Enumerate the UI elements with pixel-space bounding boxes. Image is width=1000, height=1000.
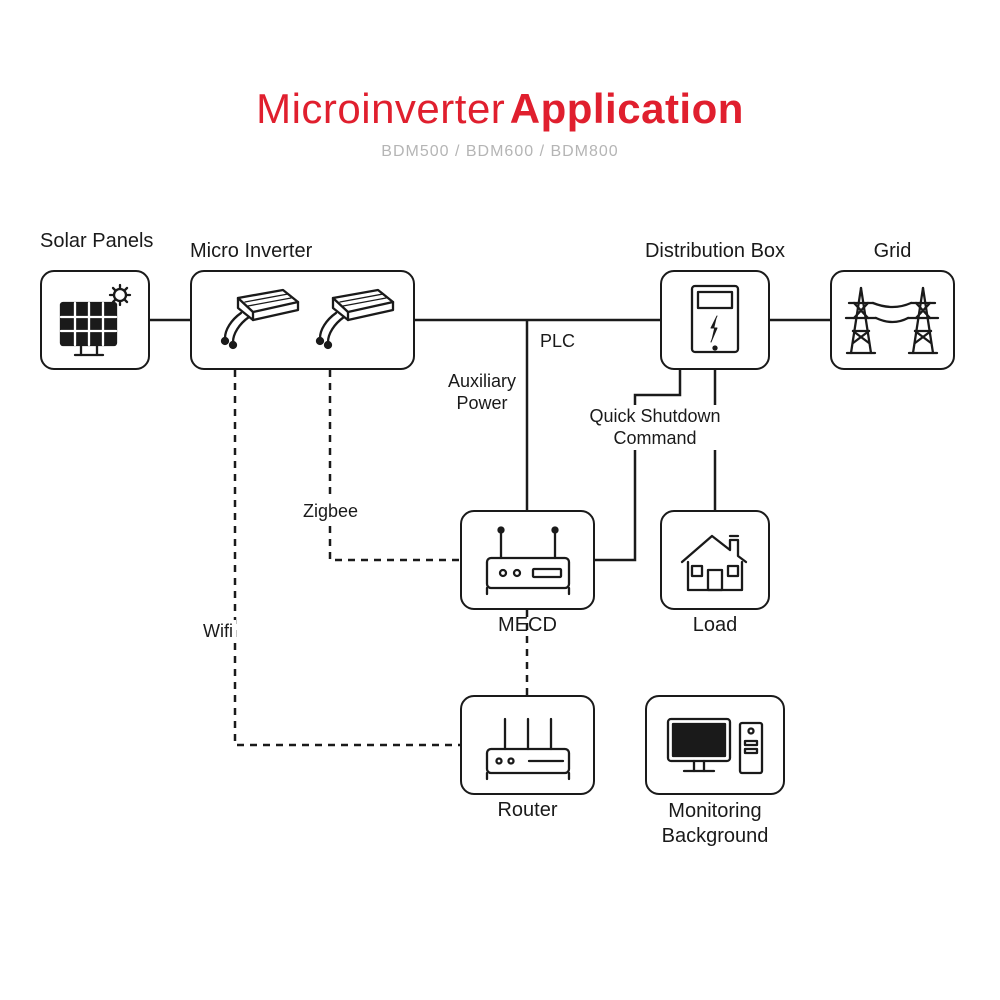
- node-load: [660, 510, 770, 610]
- node-monitoring: [645, 695, 785, 795]
- monitor-pc-icon: [658, 705, 773, 785]
- label-monitoring: MonitoringBackground: [635, 799, 795, 849]
- label-router: Router: [460, 799, 595, 822]
- subtitle: BDM500 / BDM600 / BDM800: [0, 143, 1000, 161]
- edge-label-wifi: Wifi: [200, 620, 236, 643]
- node-mecd: [460, 510, 595, 610]
- label-solar: Solar Panels: [40, 230, 150, 253]
- node-distribution-box: [660, 270, 770, 370]
- microinverter-icon: [203, 280, 403, 360]
- node-grid: [830, 270, 955, 370]
- title-part1: Microinverter: [256, 85, 505, 132]
- label-load: Load: [660, 614, 770, 637]
- grid-tower-icon: [838, 278, 948, 363]
- title-part2: Application: [510, 85, 744, 132]
- label-grid: Grid: [830, 240, 955, 263]
- label-distbox: Distribution Box: [630, 240, 800, 263]
- solar-panel-icon: [53, 283, 138, 358]
- diagram-canvas: Solar Panels Micro Inverter: [40, 230, 960, 950]
- router-icon: [473, 705, 583, 785]
- node-router: [460, 695, 595, 795]
- label-mecd: MECD: [460, 614, 595, 637]
- edge-label-quick: Quick ShutdownCommand: [580, 405, 730, 450]
- edge-label-aux: AuxiliaryPower: [445, 370, 519, 415]
- mecd-device-icon: [473, 520, 583, 600]
- distribution-box-icon: [680, 280, 750, 360]
- label-inverter: Micro Inverter: [190, 240, 312, 263]
- node-solar-panels: [40, 270, 150, 370]
- edge-label-plc: PLC: [537, 330, 578, 353]
- edge-label-zigbee: Zigbee: [300, 500, 361, 523]
- node-micro-inverter: [190, 270, 415, 370]
- house-icon: [670, 520, 760, 600]
- title-area: Microinverter Application BDM500 / BDM60…: [0, 85, 1000, 161]
